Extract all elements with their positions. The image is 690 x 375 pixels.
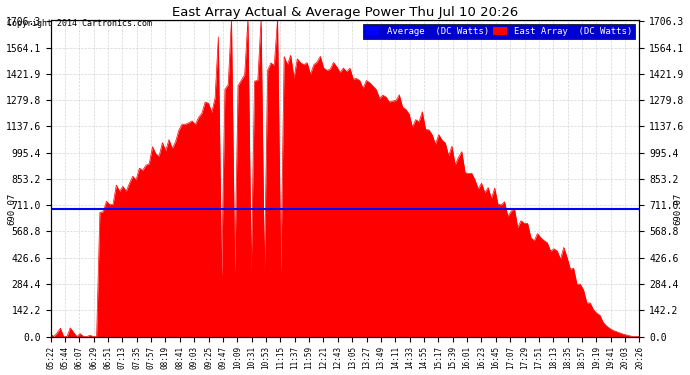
Legend: Average  (DC Watts), East Array  (DC Watts): Average (DC Watts), East Array (DC Watts… bbox=[363, 24, 635, 39]
Text: 690.07: 690.07 bbox=[674, 193, 683, 225]
Text: 690.07: 690.07 bbox=[7, 193, 16, 225]
Text: Copyright 2014 Cartronics.com: Copyright 2014 Cartronics.com bbox=[7, 19, 152, 28]
Title: East Array Actual & Average Power Thu Jul 10 20:26: East Array Actual & Average Power Thu Ju… bbox=[172, 6, 518, 18]
